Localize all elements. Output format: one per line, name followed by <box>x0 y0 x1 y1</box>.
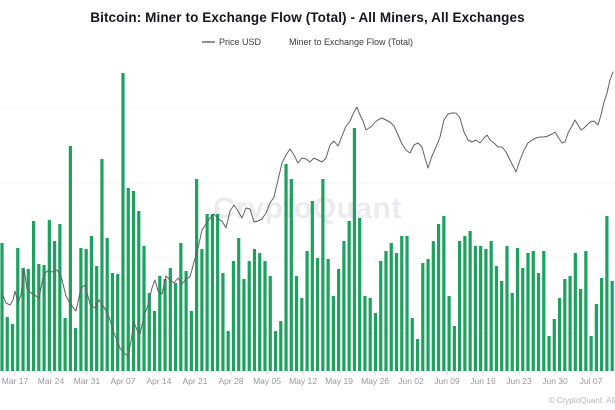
copyright-note: © CryptoQuant. All <box>548 396 615 405</box>
svg-text:Jun 02: Jun 02 <box>398 376 424 386</box>
legend-item-flow[interactable]: Miner to Exchange Flow (Total) <box>277 37 413 47</box>
chart-title: Bitcoin: Miner to Exchange Flow (Total) … <box>90 10 525 25</box>
svg-text:May 05: May 05 <box>253 376 281 386</box>
svg-text:Apr 14: Apr 14 <box>146 376 171 386</box>
svg-text:May 26: May 26 <box>361 376 389 386</box>
svg-text:Jun 23: Jun 23 <box>506 376 532 386</box>
cryptoquant-watermark: CryptoQuant <box>213 192 402 225</box>
chart-legend: Price USD Miner to Exchange Flow (Total) <box>0 37 615 47</box>
legend-item-price[interactable]: Price USD <box>201 37 261 47</box>
svg-text:Mar 31: Mar 31 <box>74 376 101 386</box>
price-line-swatch-icon <box>201 41 215 43</box>
svg-text:Jun 16: Jun 16 <box>470 376 496 386</box>
svg-text:Apr 21: Apr 21 <box>182 376 207 386</box>
svg-text:Mar 17: Mar 17 <box>2 376 29 386</box>
svg-text:Apr 28: Apr 28 <box>218 376 243 386</box>
svg-text:May 12: May 12 <box>289 376 317 386</box>
legend-price-label: Price USD <box>218 37 261 47</box>
legend-flow-label: Miner to Exchange Flow (Total) <box>288 37 414 47</box>
svg-text:Mar 24: Mar 24 <box>38 376 65 386</box>
svg-text:May 19: May 19 <box>325 376 353 386</box>
svg-text:Jun 09: Jun 09 <box>434 376 460 386</box>
svg-text:Apr 07: Apr 07 <box>110 376 135 386</box>
svg-text:Jul 07: Jul 07 <box>580 376 603 386</box>
svg-text:Jun 30: Jun 30 <box>542 376 568 386</box>
